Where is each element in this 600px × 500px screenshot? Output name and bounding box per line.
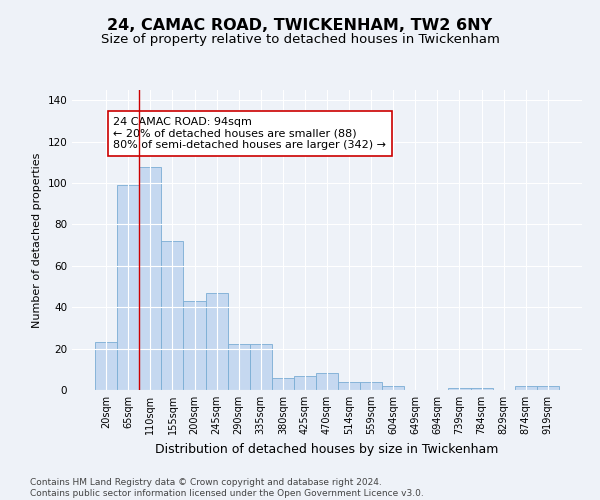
Bar	[470, 388, 493, 390]
Bar	[206, 293, 227, 390]
Bar	[360, 382, 382, 390]
Bar	[139, 166, 161, 390]
Bar	[338, 382, 360, 390]
Bar	[448, 388, 470, 390]
Bar	[184, 301, 206, 390]
Bar	[515, 386, 537, 390]
Y-axis label: Number of detached properties: Number of detached properties	[32, 152, 42, 328]
Bar	[95, 342, 117, 390]
Text: 24 CAMAC ROAD: 94sqm
← 20% of detached houses are smaller (88)
80% of semi-detac: 24 CAMAC ROAD: 94sqm ← 20% of detached h…	[113, 117, 386, 150]
Bar	[382, 386, 404, 390]
Text: Size of property relative to detached houses in Twickenham: Size of property relative to detached ho…	[101, 32, 499, 46]
Bar	[161, 241, 184, 390]
X-axis label: Distribution of detached houses by size in Twickenham: Distribution of detached houses by size …	[155, 442, 499, 456]
Bar	[227, 344, 250, 390]
Text: Contains HM Land Registry data © Crown copyright and database right 2024.
Contai: Contains HM Land Registry data © Crown c…	[30, 478, 424, 498]
Bar	[117, 185, 139, 390]
Bar	[272, 378, 294, 390]
Bar	[537, 386, 559, 390]
Bar	[250, 344, 272, 390]
Bar	[294, 376, 316, 390]
Bar	[316, 374, 338, 390]
Text: 24, CAMAC ROAD, TWICKENHAM, TW2 6NY: 24, CAMAC ROAD, TWICKENHAM, TW2 6NY	[107, 18, 493, 32]
